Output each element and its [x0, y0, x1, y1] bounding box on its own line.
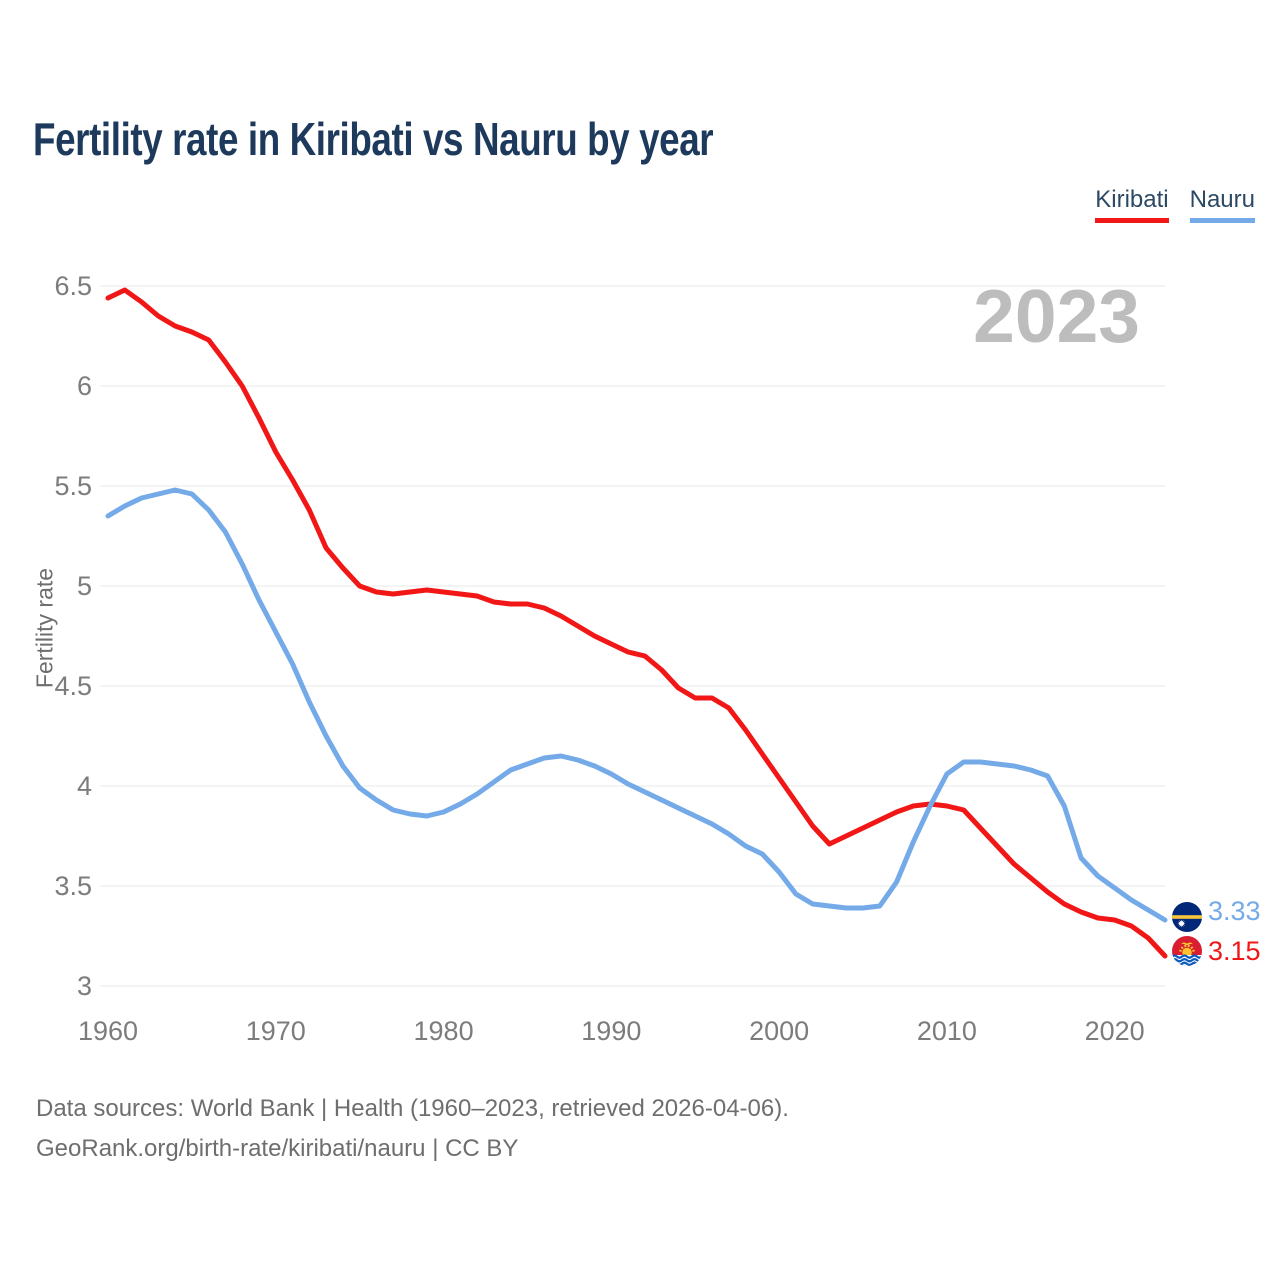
- legend: Kiribati Nauru: [1095, 186, 1255, 223]
- y-tick-label: 5: [77, 571, 92, 601]
- y-tick-label: 3.5: [54, 871, 92, 901]
- series-line-kiribati[interactable]: [105, 287, 1168, 959]
- x-tick-label: 1980: [414, 1016, 474, 1046]
- footer: Data sources: World Bank | Health (1960–…: [36, 1089, 789, 1169]
- y-tick-label: 4.5: [54, 671, 92, 701]
- footer-attribution-line: GeoRank.org/birth-rate/kiribati/nauru | …: [36, 1135, 519, 1162]
- kiribati-flag-icon: [1172, 936, 1202, 966]
- footer-sources-line: Data sources: World Bank | Health (1960–…: [36, 1095, 789, 1122]
- x-tick-label: 2000: [749, 1016, 809, 1046]
- y-tick-label: 4: [77, 771, 92, 801]
- grid-layer: 6.5 6 5.5 5 4.5 4 3.5 3 1960 1970 1980 1990 2000 2010…: [54, 271, 1165, 1046]
- nauru-flag-icon: [1172, 902, 1202, 932]
- y-axis-title: Fertility rate: [31, 567, 58, 689]
- legend-item-kiribati[interactable]: Kiribati: [1095, 186, 1169, 223]
- series-layer: [105, 287, 1168, 959]
- legend-item-nauru[interactable]: Nauru: [1189, 186, 1255, 223]
- x-tick-label: 1970: [246, 1016, 306, 1046]
- nauru-end-value: 3.33: [1208, 896, 1261, 926]
- y-tick-label: 3: [77, 971, 92, 1001]
- x-tick-label: 2020: [1085, 1016, 1145, 1046]
- x-tick-label: 1960: [78, 1016, 138, 1046]
- y-tick-label: 5.5: [54, 471, 92, 501]
- x-tick-label: 2010: [917, 1016, 977, 1046]
- y-tick-label: 6: [77, 371, 92, 401]
- kiribati-end-value: 3.15: [1208, 936, 1261, 966]
- series-line-nauru[interactable]: [105, 487, 1168, 923]
- x-tick-label: 1990: [581, 1016, 641, 1046]
- y-tick-label: 6.5: [54, 271, 92, 301]
- watermark-year: 2023: [973, 274, 1140, 358]
- page-title: Fertility rate in Kiribati vs Nauru by y…: [33, 113, 714, 165]
